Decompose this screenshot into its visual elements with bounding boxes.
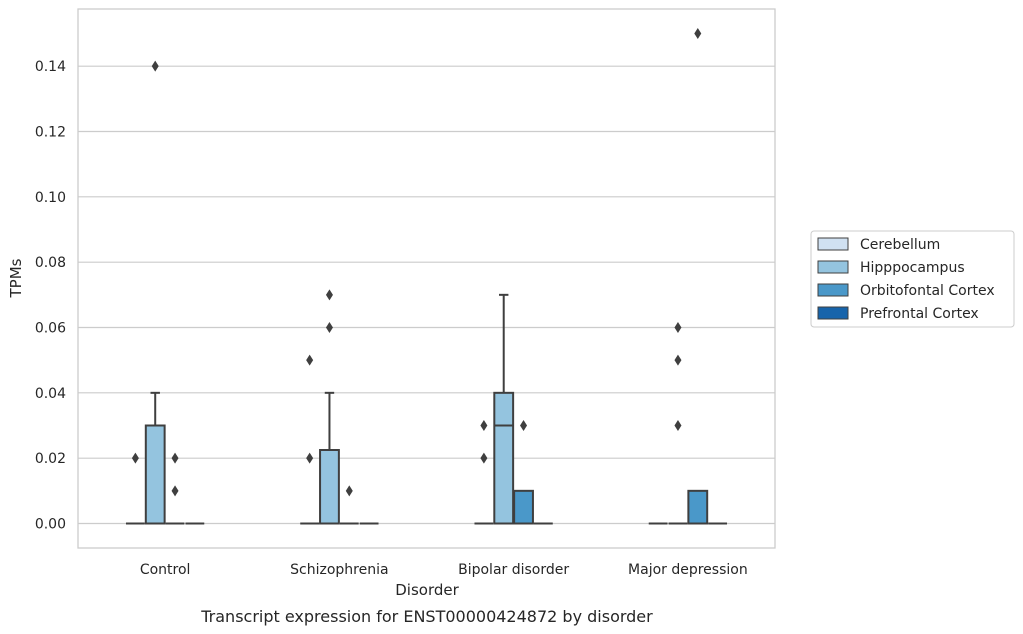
y-tick-label: 0.14 [35,59,66,75]
y-tick-label: 0.12 [35,125,66,141]
outlier-point [674,354,682,366]
outlier-point [674,420,682,431]
box-series-group [125,28,728,525]
box [144,424,166,525]
gridlines [78,65,775,525]
x-axis-title: Disorder [395,581,459,599]
box [493,391,515,525]
legend: Cerebellum Hipppocampus Orbitofontal Corte… [810,230,1015,328]
legend-label: Orbitofontal Cortex [860,283,995,299]
y-tick-label: 0.10 [35,190,66,206]
outlier-point [306,354,314,366]
outlier-point [171,452,179,464]
legend-label: Prefrontal Cortex [860,306,979,322]
x-tick-label: Major depression [628,562,748,578]
outlier-point [674,322,682,333]
legend-swatch [817,283,849,297]
box [513,489,534,525]
outlier-point [325,289,333,301]
box [319,449,340,525]
outlier-point [694,28,702,39]
y-tick-label: 0.08 [35,255,66,271]
x-tick-label: Control [140,562,191,578]
legend-swatch [817,260,849,274]
y-tick-label: 0.02 [35,451,66,467]
x-tick-label: Bipolar disorder [458,562,569,578]
y-tick-label: 0.00 [35,517,66,533]
outlier-point [131,452,139,464]
outlier-point [345,485,353,497]
y-tick-label: 0.04 [35,386,66,402]
x-axis-ticks: Control Schizophrenia Bipolar disorder Majo… [140,562,748,578]
outlier-point [480,420,488,431]
y-axis-title: TPMs [7,258,25,298]
outlier-point [520,420,528,431]
legend-label: Cerebellum [860,237,940,253]
y-axis-ticks: 0.00 0.02 0.04 0.06 0.08 0.10 0.12 0.14 [35,59,66,532]
outlier-point [480,452,488,464]
outlier-point [171,485,179,497]
legend-label: Hipppocampus [860,260,965,276]
legend-frame [810,230,1015,328]
legend-swatch [817,306,849,320]
y-tick-label: 0.06 [35,321,66,337]
outlier-point [306,452,314,464]
outlier-point [325,322,333,333]
x-tick-label: Schizophrenia [290,562,388,578]
chart-caption: Transcript expression for ENST0000042487… [200,607,653,626]
plot-area-frame [77,8,776,549]
legend-swatch [817,237,849,251]
box [687,489,709,525]
outlier-point [151,60,159,72]
